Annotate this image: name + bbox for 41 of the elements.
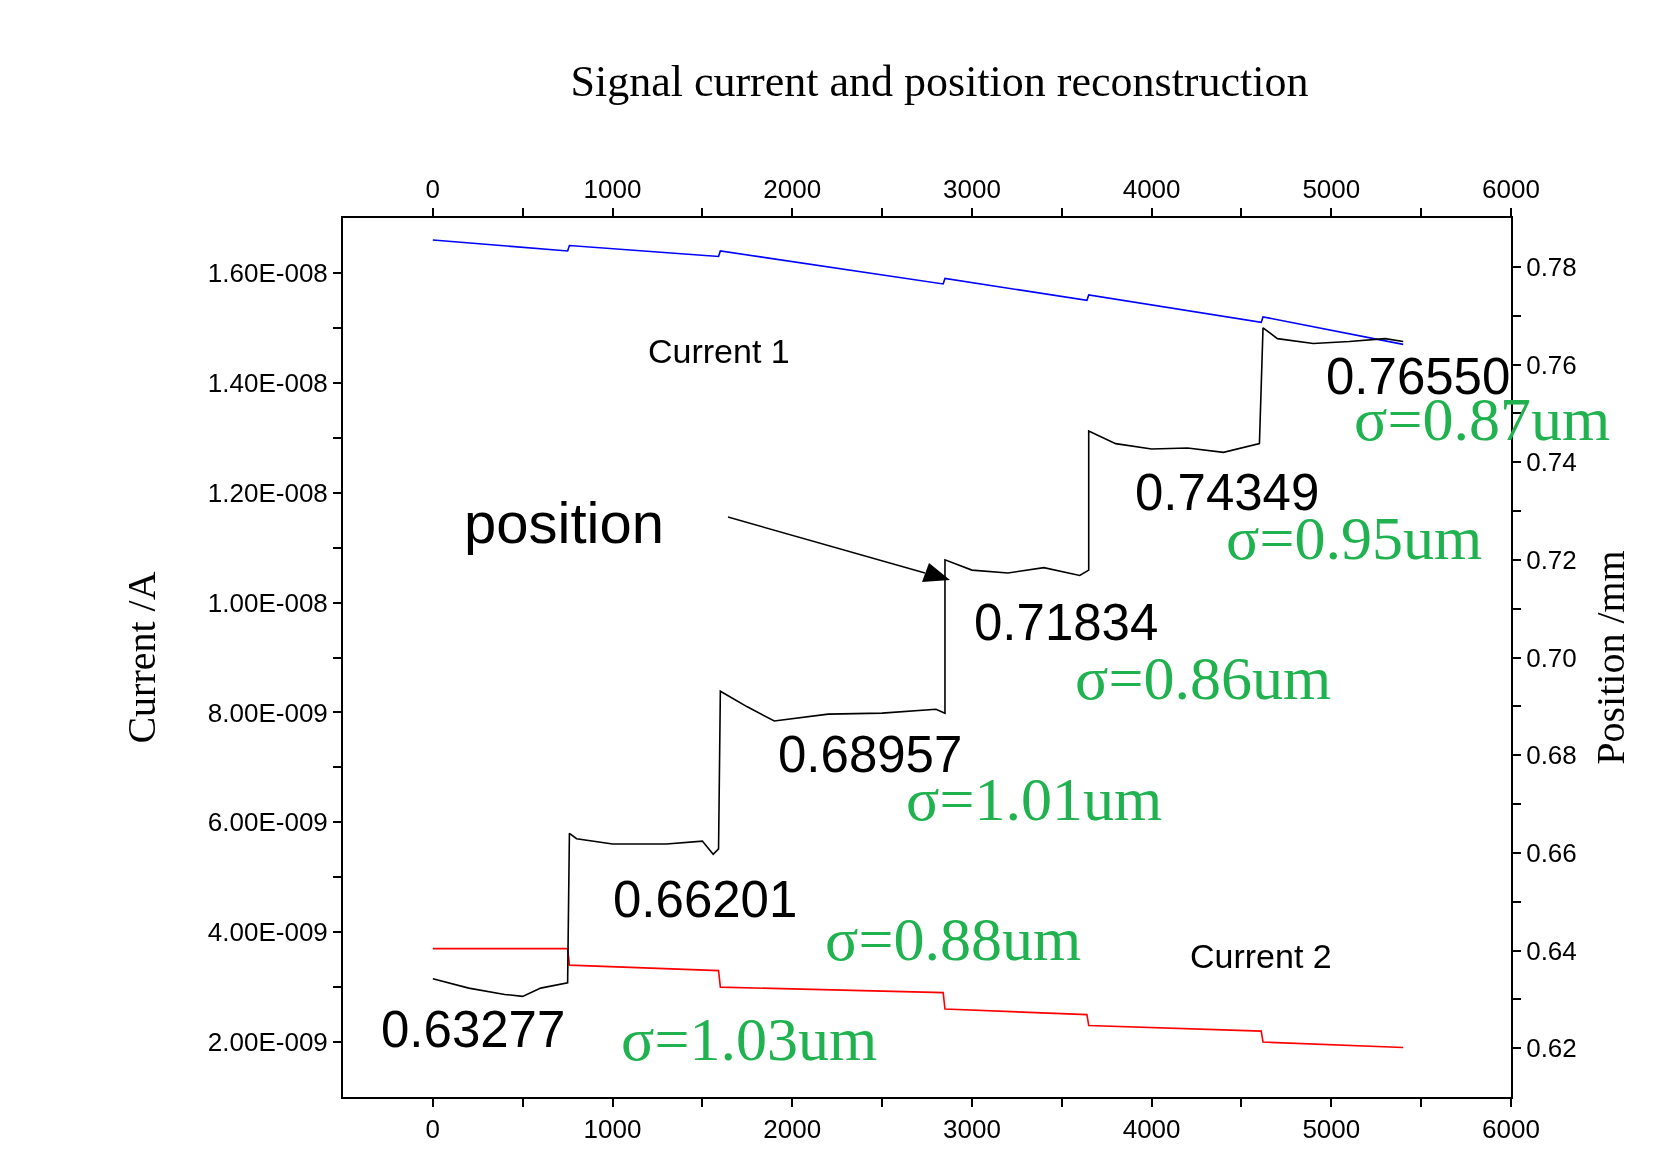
series-label: Current 2 (1190, 937, 1332, 975)
text: Current 1 (648, 332, 790, 370)
x2-tick-label: 1000 (583, 1114, 642, 1145)
y2-axis-title: Position /mm (1587, 550, 1633, 765)
x2-tick-label: 6000 (1482, 1114, 1540, 1145)
annotation: 0.63277 (381, 1001, 566, 1058)
annotation: position (464, 490, 664, 555)
y2-tick-label: 0.64 (1526, 935, 1577, 966)
y2-tick-label: 0.74 (1526, 447, 1577, 478)
x-tick-label: 5000 (1302, 173, 1361, 204)
y2-tick-label: 0.62 (1526, 1033, 1577, 1064)
x-tick-label: 1000 (583, 173, 642, 204)
y-tick-label: 1.20E-008 (207, 477, 328, 508)
y2-tick-label: 0.76 (1526, 349, 1577, 380)
annotation: 0.66201 (613, 871, 798, 928)
y2-tick-label: 0.68 (1526, 740, 1577, 771)
y2-tick-label: 0.78 (1526, 251, 1577, 282)
y-tick-label: 1.00E-008 (207, 587, 328, 618)
y-tick-label: 1.60E-008 (207, 258, 328, 289)
y-tick-label: 8.00E-009 (207, 697, 328, 728)
y2-tick-label: 0.66 (1526, 837, 1577, 868)
x-tick-label: 4000 (1122, 173, 1181, 204)
x2-tick-label: 0 (425, 1114, 441, 1145)
y2-tick-label: 0.72 (1526, 544, 1577, 575)
x2-tick-label: 5000 (1302, 1114, 1361, 1145)
annotation: σ=0.88um (825, 905, 1082, 973)
x-tick-label: 6000 (1482, 173, 1540, 204)
x-tick-label: 0 (425, 173, 441, 204)
x2-tick-label: 3000 (943, 1114, 1001, 1145)
x2-tick-label: 2000 (763, 1114, 822, 1145)
annotation: σ=1.03um (621, 1005, 878, 1073)
y2-tick-label: 0.70 (1526, 642, 1577, 673)
x-tick-label: 2000 (763, 173, 822, 204)
y-axis-title: Current /A (118, 571, 164, 744)
y-tick-label: 4.00E-009 (207, 917, 328, 948)
x-tick-label: 3000 (943, 173, 1001, 204)
x2-tick-label: 4000 (1122, 1114, 1181, 1145)
y-tick-label: 6.00E-009 (207, 807, 328, 838)
chart-title: Signal current and position reconstruction (570, 57, 1309, 107)
y-tick-label: 1.40E-008 (207, 367, 328, 398)
y-tick-label: 2.00E-009 (207, 1027, 328, 1058)
